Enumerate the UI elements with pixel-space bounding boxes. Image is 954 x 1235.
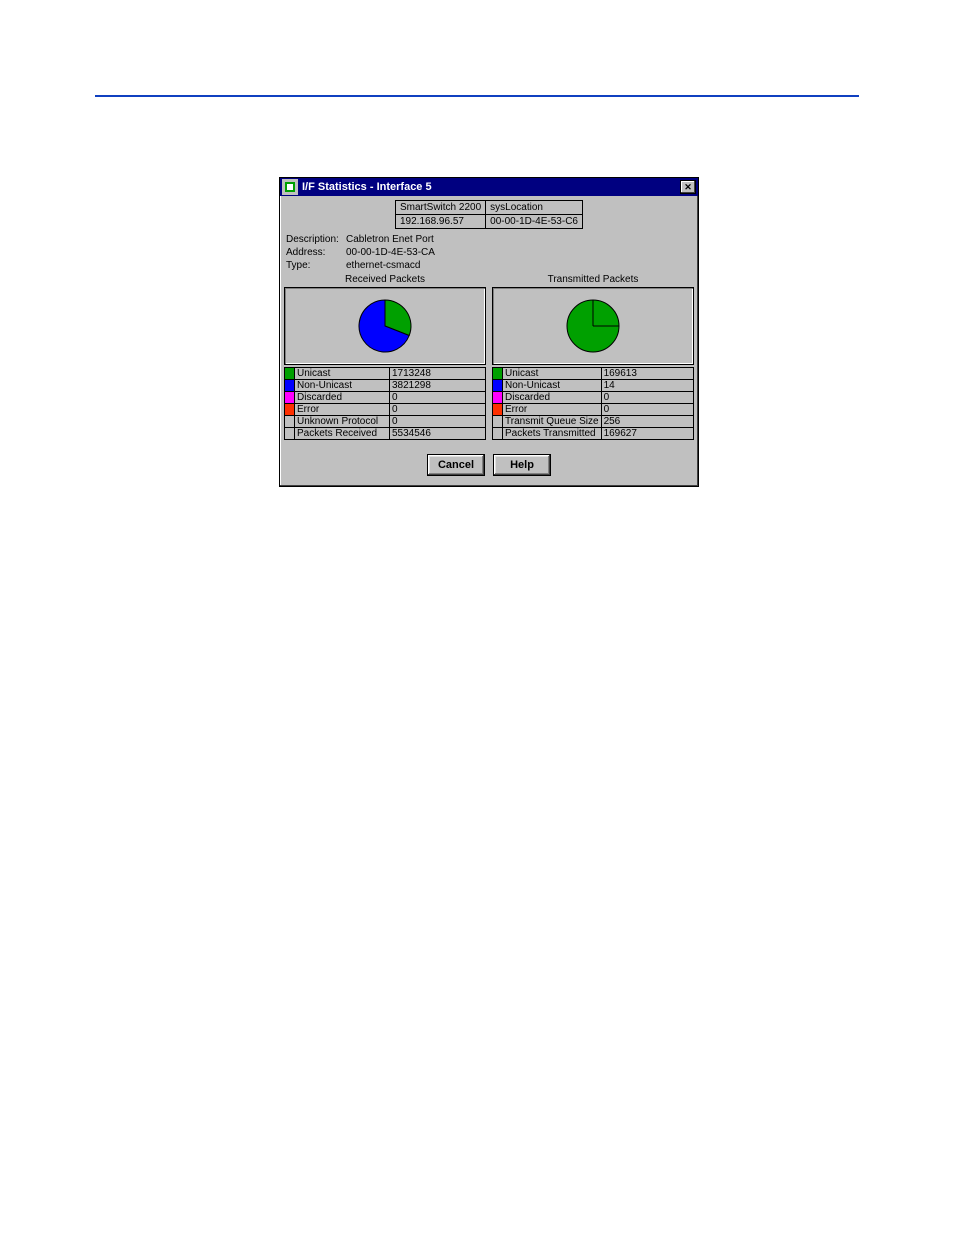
color-swatch (493, 392, 502, 403)
stat-label: Packets Received (295, 428, 390, 440)
button-row: Cancel Help (280, 446, 698, 486)
color-swatch (493, 368, 502, 379)
stat-value: 169627 (601, 428, 693, 440)
titlebar[interactable]: I/F Statistics - Interface 5 ✕ (280, 178, 698, 196)
stat-label: Transmit Queue Size (503, 416, 602, 428)
transmitted-title: Transmitted Packets (492, 274, 694, 287)
info-cell: sysLocation (486, 201, 583, 215)
table-row: Transmit Queue Size256 (493, 416, 694, 428)
description-value: Cabletron Enet Port (346, 233, 434, 246)
stat-label: Discarded (503, 392, 602, 404)
color-swatch-cell (285, 404, 295, 416)
table-row: Discarded0 (493, 392, 694, 404)
table-row: Error0 (285, 404, 486, 416)
stat-value: 0 (601, 392, 693, 404)
stat-label: Unknown Protocol (295, 416, 390, 428)
table-row: Unicast169613 (493, 368, 694, 380)
if-statistics-window: I/F Statistics - Interface 5 ✕ SmartSwit… (279, 177, 699, 487)
stat-value: 0 (390, 392, 486, 404)
help-button[interactable]: Help (493, 454, 551, 476)
table-row: Unicast1713248 (285, 368, 486, 380)
table-row: Unknown Protocol0 (285, 416, 486, 428)
type-value: ethernet-csmacd (346, 259, 420, 272)
color-swatch-cell (285, 380, 295, 392)
color-swatch-cell (285, 416, 295, 428)
info-cell: 192.168.96.57 (396, 215, 486, 229)
color-swatch (285, 380, 294, 391)
stat-label: Discarded (295, 392, 390, 404)
table-row: Error0 (493, 404, 694, 416)
stat-value: 0 (390, 416, 486, 428)
stat-value: 14 (601, 380, 693, 392)
received-stats-table: Unicast1713248Non-Unicast3821298Discarde… (284, 367, 486, 440)
stat-label: Packets Transmitted (503, 428, 602, 440)
device-info-grid: SmartSwitch 2200 sysLocation 192.168.96.… (395, 200, 583, 229)
received-title: Received Packets (284, 274, 486, 287)
stat-value: 3821298 (390, 380, 486, 392)
color-swatch-cell (493, 368, 503, 380)
stat-label: Unicast (295, 368, 390, 380)
received-panel: Received Packets Unicast1713248Non-Unica… (284, 274, 486, 440)
stat-label: Non-Unicast (295, 380, 390, 392)
stat-value: 1713248 (390, 368, 486, 380)
interface-meta: Description: Cabletron Enet Port Address… (280, 231, 698, 274)
stat-value: 0 (390, 404, 486, 416)
stat-value: 5534546 (390, 428, 486, 440)
color-swatch (493, 380, 502, 391)
color-swatch (285, 368, 294, 379)
table-row: Packets Received5534546 (285, 428, 486, 440)
color-swatch-cell (493, 416, 503, 428)
page-separator (95, 95, 859, 97)
stat-value: 256 (601, 416, 693, 428)
address-value: 00-00-1D-4E-53-CA (346, 246, 435, 259)
transmitted-panel: Transmitted Packets Unicast169613Non-Uni… (492, 274, 694, 440)
color-swatch (285, 392, 294, 403)
color-swatch-cell (285, 368, 295, 380)
window-title: I/F Statistics - Interface 5 (302, 181, 680, 193)
color-swatch (285, 404, 294, 415)
color-swatch (493, 404, 502, 415)
table-row: Non-Unicast14 (493, 380, 694, 392)
color-swatch-cell (285, 392, 295, 404)
transmitted-stats-table: Unicast169613Non-Unicast14Discarded0Erro… (492, 367, 694, 440)
color-swatch-cell (285, 428, 295, 440)
color-swatch-cell (493, 380, 503, 392)
close-icon[interactable]: ✕ (680, 180, 696, 194)
transmitted-pie-area (492, 287, 694, 365)
received-pie-chart (355, 296, 415, 356)
description-label: Description: (286, 233, 346, 246)
transmitted-pie-chart (563, 296, 623, 356)
color-swatch-cell (493, 392, 503, 404)
app-icon (282, 179, 298, 195)
stat-value: 169613 (601, 368, 693, 380)
type-label: Type: (286, 259, 346, 272)
stat-label: Error (295, 404, 390, 416)
color-swatch-cell (493, 404, 503, 416)
cancel-button[interactable]: Cancel (427, 454, 485, 476)
stat-label: Non-Unicast (503, 380, 602, 392)
table-row: Packets Transmitted169627 (493, 428, 694, 440)
stat-label: Unicast (503, 368, 602, 380)
info-cell: 00-00-1D-4E-53-C6 (486, 215, 583, 229)
table-row: Non-Unicast3821298 (285, 380, 486, 392)
received-pie-area (284, 287, 486, 365)
table-row: Discarded0 (285, 392, 486, 404)
stat-label: Error (503, 404, 602, 416)
stat-value: 0 (601, 404, 693, 416)
info-cell: SmartSwitch 2200 (396, 201, 486, 215)
address-label: Address: (286, 246, 346, 259)
color-swatch-cell (493, 428, 503, 440)
